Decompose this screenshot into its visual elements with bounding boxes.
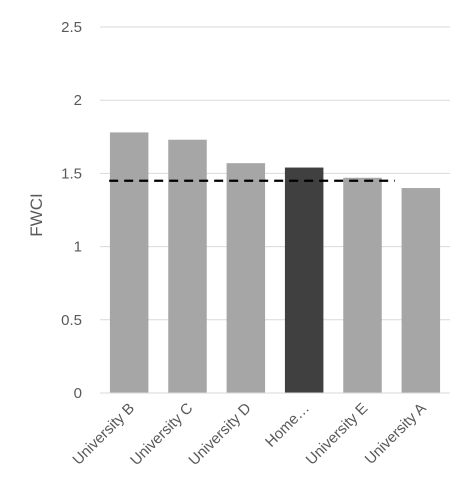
y-tick-label: 0.5 [61, 312, 82, 329]
y-tick-label: 0 [74, 385, 82, 402]
y-axis-title: FWCI [27, 193, 46, 236]
y-tick-label: 1 [74, 239, 82, 256]
y-tick-label: 2 [74, 92, 82, 109]
bars [109, 132, 441, 393]
bar-university-b [109, 132, 149, 393]
bar-university-e [343, 177, 382, 393]
y-tick-label: 1.5 [61, 165, 82, 182]
x-category-label: University E [303, 400, 372, 469]
gridlines [100, 26, 450, 321]
bar-university-d [226, 163, 266, 393]
y-tick-label: 2.5 [61, 19, 82, 36]
bar-university-a [401, 188, 441, 393]
x-category-label: University A [362, 400, 430, 468]
x-category-label: University D [185, 400, 254, 469]
x-category-label: Home… [262, 400, 313, 451]
y-axis-ticks: 0 0.5 1 1.5 2 2.5 [61, 19, 82, 402]
bar-university-c [168, 139, 207, 393]
bar-home [284, 167, 324, 393]
